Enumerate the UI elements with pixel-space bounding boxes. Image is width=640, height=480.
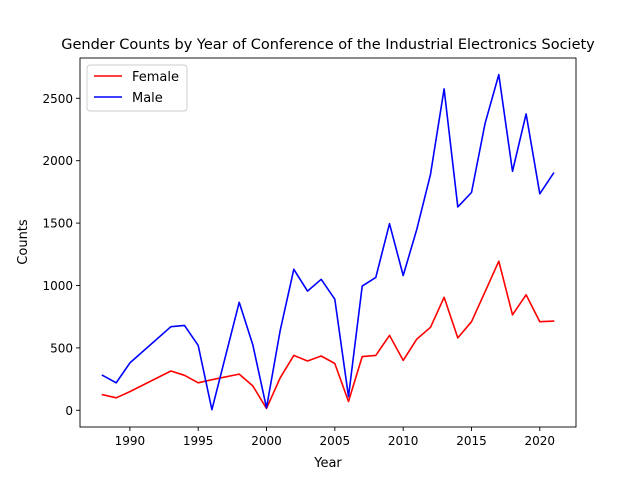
plot-area bbox=[101, 73, 555, 411]
x-tick-label: 1990 bbox=[115, 434, 146, 448]
series-line-female bbox=[101, 260, 555, 410]
x-axis-label: Year bbox=[313, 456, 342, 471]
y-axis: 0 500 1000 1500 2000 2500 bbox=[42, 92, 80, 418]
y-tick-label: 500 bbox=[50, 341, 73, 355]
y-tick-label: 0 bbox=[65, 404, 73, 418]
x-tick-label: 2000 bbox=[251, 434, 282, 448]
y-axis-label: Counts bbox=[16, 219, 31, 265]
x-tick-label: 1995 bbox=[183, 434, 214, 448]
legend: Female Male bbox=[86, 64, 188, 112]
x-tick-label: 2015 bbox=[456, 434, 487, 448]
y-tick-label: 2000 bbox=[42, 154, 73, 168]
series-line-male bbox=[101, 73, 555, 411]
y-tick-label: 1000 bbox=[42, 279, 73, 293]
y-tick-label: 1500 bbox=[42, 217, 73, 231]
axes-frame bbox=[79, 57, 577, 428]
legend-label-male: Male bbox=[132, 91, 163, 106]
x-tick-label: 2010 bbox=[388, 434, 419, 448]
chart-title: Gender Counts by Year of Conference of t… bbox=[61, 37, 595, 53]
x-tick-label: 2020 bbox=[525, 434, 556, 448]
y-tick-label: 2500 bbox=[42, 92, 73, 106]
x-axis: 1990 1995 2000 2005 2010 2015 2020 bbox=[115, 427, 555, 448]
x-tick-label: 2005 bbox=[320, 434, 351, 448]
legend-label-female: Female bbox=[132, 70, 179, 85]
